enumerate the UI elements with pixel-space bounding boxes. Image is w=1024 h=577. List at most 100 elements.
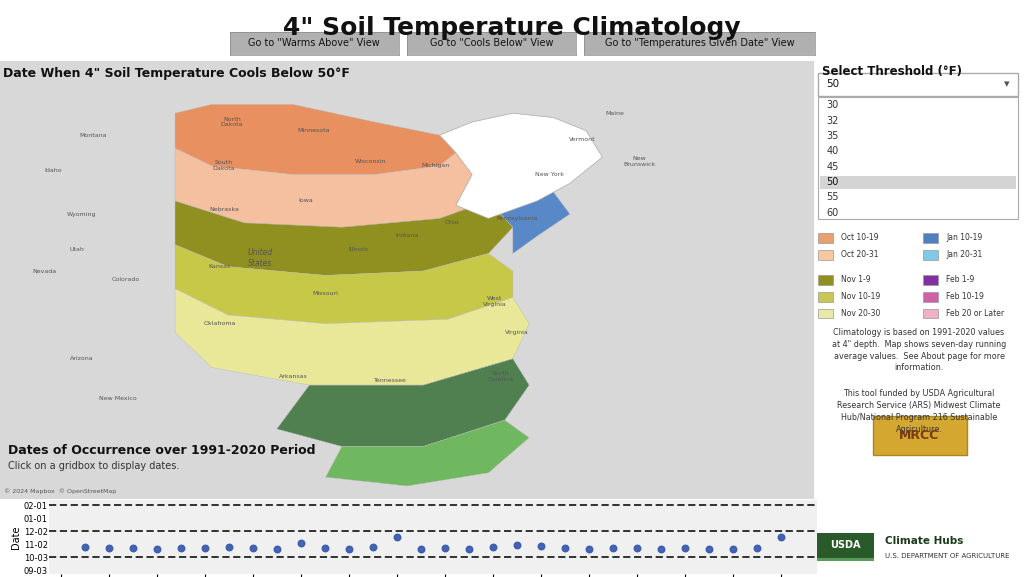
Text: Oct 20-31: Oct 20-31	[842, 250, 879, 259]
Text: Click on a gridbox to display dates.: Click on a gridbox to display dates.	[8, 462, 179, 471]
Text: MRCC: MRCC	[899, 429, 939, 442]
FancyBboxPatch shape	[924, 275, 938, 285]
FancyBboxPatch shape	[818, 292, 833, 302]
Point	[773, 532, 790, 541]
Text: Climatology is based on 1991-2020 values
at 4" depth.  Map shows seven-day runni: Climatology is based on 1991-2020 values…	[831, 328, 1007, 373]
Point	[125, 544, 141, 553]
Text: 30: 30	[826, 100, 839, 110]
Point	[413, 544, 429, 553]
Bar	[817, 559, 874, 561]
Point	[221, 542, 238, 552]
Text: ▾: ▾	[1004, 79, 1010, 89]
Polygon shape	[439, 113, 602, 219]
Text: Tennessee: Tennessee	[375, 378, 408, 383]
Text: U.S. DEPARTMENT OF AGRICULTURE: U.S. DEPARTMENT OF AGRICULTURE	[885, 553, 1010, 559]
Text: West
Virginia: West Virginia	[483, 297, 507, 307]
Text: 60: 60	[826, 208, 839, 218]
Text: Nov 10-19: Nov 10-19	[842, 292, 881, 301]
Text: 32: 32	[826, 115, 839, 126]
Text: 40: 40	[826, 147, 839, 156]
Text: Ohio: Ohio	[444, 220, 459, 226]
Point	[581, 545, 597, 554]
Point	[605, 543, 622, 552]
Text: Oct 10-19: Oct 10-19	[842, 233, 879, 242]
Text: 55: 55	[826, 192, 840, 203]
Text: © 2024 Mapbox  © OpenStreetMap: © 2024 Mapbox © OpenStreetMap	[4, 488, 117, 494]
Point	[77, 542, 93, 552]
Point	[725, 545, 741, 554]
Bar	[817, 533, 874, 560]
Point	[437, 544, 454, 553]
FancyBboxPatch shape	[924, 233, 938, 243]
FancyBboxPatch shape	[924, 250, 938, 260]
Text: Nebraska: Nebraska	[209, 207, 239, 212]
Y-axis label: Date: Date	[11, 526, 20, 549]
FancyBboxPatch shape	[872, 416, 968, 455]
Text: Minnesota: Minnesota	[297, 128, 330, 133]
Text: Feb 10-19: Feb 10-19	[946, 292, 984, 301]
Point	[341, 544, 357, 553]
FancyBboxPatch shape	[818, 96, 1018, 219]
Point	[148, 544, 165, 553]
Text: North
Dakota: North Dakota	[221, 117, 244, 128]
Text: Maine: Maine	[605, 111, 624, 116]
Polygon shape	[175, 288, 529, 385]
Point	[485, 542, 502, 552]
Point	[509, 540, 525, 549]
Text: Iowa: Iowa	[298, 198, 312, 204]
Point	[461, 545, 477, 554]
Text: Vermont: Vermont	[568, 137, 595, 142]
Point	[653, 545, 670, 554]
Text: Climate Hubs: Climate Hubs	[885, 536, 964, 546]
Text: Illinois: Illinois	[348, 246, 369, 252]
Text: Feb 1-9: Feb 1-9	[946, 275, 975, 284]
FancyBboxPatch shape	[820, 177, 1016, 189]
Text: Nov 20-30: Nov 20-30	[842, 309, 881, 318]
Point	[269, 544, 286, 553]
Text: Colorado: Colorado	[112, 278, 140, 282]
FancyBboxPatch shape	[818, 275, 833, 285]
Text: Oklahoma: Oklahoma	[204, 321, 236, 326]
Text: Date When 4" Soil Temperature Cools Below 50°F: Date When 4" Soil Temperature Cools Belo…	[3, 67, 350, 80]
Point	[629, 544, 645, 553]
Polygon shape	[488, 192, 569, 253]
Text: Missouri: Missouri	[312, 290, 339, 295]
Text: 35: 35	[826, 131, 839, 141]
Point	[245, 544, 261, 553]
Polygon shape	[175, 201, 513, 275]
Text: Select Threshold (°F): Select Threshold (°F)	[822, 65, 963, 78]
Text: Virginia: Virginia	[505, 330, 528, 335]
Point	[749, 543, 765, 552]
Text: Nevada: Nevada	[33, 268, 57, 273]
Text: 50: 50	[826, 177, 839, 187]
Text: Michigan: Michigan	[422, 163, 450, 168]
Text: Nov 1-9: Nov 1-9	[842, 275, 871, 284]
Text: Kansas: Kansas	[209, 264, 231, 269]
Point	[293, 538, 309, 548]
Text: Wyoming: Wyoming	[67, 212, 96, 216]
Polygon shape	[175, 104, 456, 175]
Text: Idaho: Idaho	[44, 168, 61, 173]
Point	[389, 533, 406, 542]
Text: Arizona: Arizona	[70, 356, 93, 361]
Text: New Mexico: New Mexico	[99, 396, 137, 401]
Text: This tool funded by USDA Agricultural
Research Service (ARS) Midwest Climate
Hub: This tool funded by USDA Agricultural Re…	[838, 389, 1000, 434]
Text: 45: 45	[826, 162, 839, 172]
Text: United
States: United States	[248, 248, 273, 268]
Text: Arkansas: Arkansas	[279, 374, 307, 379]
Point	[317, 543, 334, 552]
Text: Pennsylvania: Pennsylvania	[497, 216, 538, 221]
Point	[557, 544, 573, 553]
FancyBboxPatch shape	[924, 292, 938, 302]
Text: South
Dakota: South Dakota	[213, 160, 236, 171]
Text: Go to "Cools Below" View: Go to "Cools Below" View	[430, 38, 553, 48]
Text: Dates of Occurrence over 1991-2020 Period: Dates of Occurrence over 1991-2020 Perio…	[8, 444, 315, 457]
Text: North
Carolina: North Carolina	[487, 371, 514, 382]
Text: 50: 50	[826, 79, 840, 89]
Point	[173, 543, 189, 552]
FancyBboxPatch shape	[818, 233, 833, 243]
Text: Montana: Montana	[80, 133, 108, 138]
Point	[677, 544, 693, 553]
Text: Go to "Warms Above" View: Go to "Warms Above" View	[249, 38, 380, 48]
Text: Jan 10-19: Jan 10-19	[946, 233, 983, 242]
